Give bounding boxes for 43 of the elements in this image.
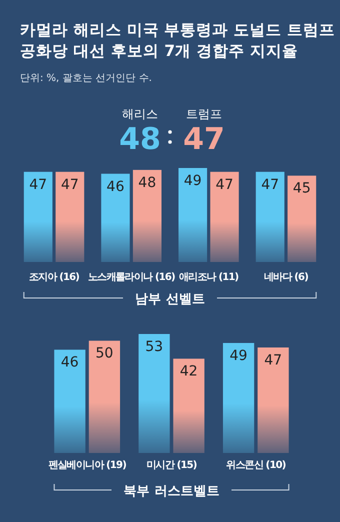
chart-title: 카멀라 해리스 미국 부통령과 도널드 트럼프 공화당 대선 후보의 7개 경합주 지지율 <box>20 21 335 60</box>
bar <box>88 340 120 453</box>
data-label: 53 <box>145 339 164 355</box>
text: 48 <box>119 122 161 157</box>
bar <box>256 172 284 262</box>
bar <box>173 358 204 453</box>
bar <box>178 168 208 262</box>
bar <box>258 347 289 453</box>
data-label: 48 <box>138 174 156 191</box>
x-tick-label: 미시간 (15) <box>146 460 197 471</box>
bar <box>56 172 84 262</box>
bar <box>222 342 254 453</box>
x-axis-title: 북부 러스트벨트 <box>124 484 220 499</box>
x-tick-label: 위스콘신 (10) <box>226 460 286 471</box>
x-tick-label: 노스캐롤라이나 (16) <box>88 272 176 283</box>
bar <box>138 334 170 453</box>
x-tick-label: 조지아 (16) <box>28 272 80 283</box>
data-label: 47 <box>264 352 282 368</box>
data-label: 47 <box>29 176 48 193</box>
x-tick-label: 펜실베이니아 (19) <box>48 460 126 471</box>
text: 47 <box>183 122 225 157</box>
chart-subtitle: 단위: %, 괄호는 선거인단 수. <box>20 73 152 84</box>
data-label: 47 <box>60 176 79 193</box>
bar <box>54 350 86 453</box>
bar <box>288 176 316 262</box>
bar <box>101 174 130 262</box>
x-tick-label: 애리조나 (11) <box>178 272 239 283</box>
data-label: 46 <box>106 178 124 195</box>
data-label: 47 <box>261 176 280 193</box>
data-label: 45 <box>292 180 311 197</box>
data-label: 42 <box>180 364 198 380</box>
x-axis-title: 남부 선벨트 <box>135 292 205 307</box>
bar <box>24 172 52 262</box>
data-label: 46 <box>60 354 79 371</box>
bar <box>132 170 162 262</box>
text: 해리스 <box>122 107 158 121</box>
data-label: 49 <box>184 173 202 189</box>
data-label: 47 <box>216 176 234 193</box>
text: 트럼프 <box>186 107 222 121</box>
x-tick-label: 네바다 (6) <box>264 272 308 283</box>
bar <box>210 172 239 262</box>
data-label: 50 <box>96 346 114 362</box>
data-label: 49 <box>230 348 248 364</box>
